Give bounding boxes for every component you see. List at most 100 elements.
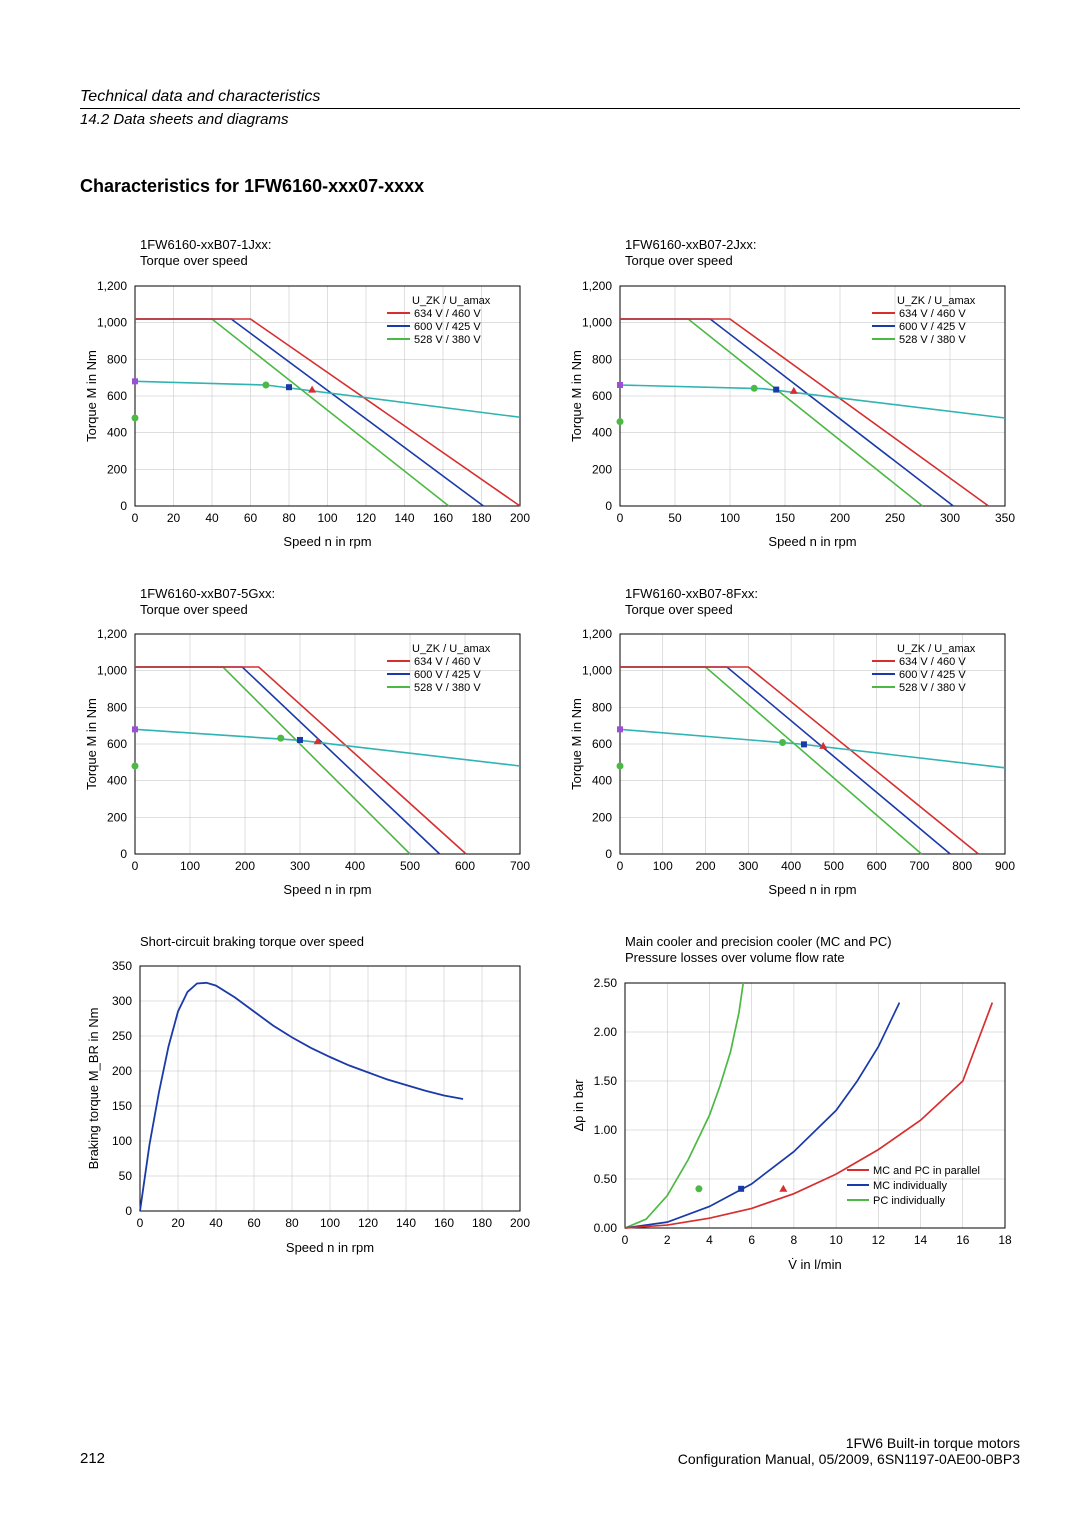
svg-text:140: 140 <box>394 511 414 525</box>
svg-text:Torque M in Nm: Torque M in Nm <box>569 698 584 790</box>
svg-text:600 V / 425 V: 600 V / 425 V <box>899 669 966 681</box>
svg-text:200: 200 <box>107 810 127 824</box>
svg-text:250: 250 <box>885 511 905 525</box>
svg-text:Speed n in rpm: Speed n in rpm <box>286 1240 374 1255</box>
svg-text:500: 500 <box>824 859 844 873</box>
svg-text:20: 20 <box>171 1216 185 1230</box>
svg-text:Torque M in Nm: Torque M in Nm <box>84 698 99 790</box>
header-subsection: 14.2 Data sheets and diagrams <box>80 111 1020 128</box>
chart6-title: Main cooler and precision cooler (MC and… <box>625 934 1020 967</box>
charts-grid: 1FW6160-xxB07-1Jxx:Torque over speed 020… <box>80 237 1020 1283</box>
svg-text:PC individually: PC individually <box>873 1195 946 1207</box>
chart-6: Main cooler and precision cooler (MC and… <box>565 934 1020 1283</box>
svg-text:400: 400 <box>107 774 127 788</box>
svg-text:300: 300 <box>940 511 960 525</box>
header-section: Technical data and characteristics <box>80 88 1020 109</box>
svg-text:180: 180 <box>472 1216 492 1230</box>
svg-text:50: 50 <box>668 511 682 525</box>
page-title: Characteristics for 1FW6160-xxx07-xxxx <box>80 176 1020 197</box>
svg-text:1,000: 1,000 <box>97 315 127 329</box>
svg-text:1,200: 1,200 <box>582 279 612 293</box>
svg-text:200: 200 <box>592 810 612 824</box>
svg-text:300: 300 <box>290 859 310 873</box>
svg-text:0: 0 <box>125 1204 132 1218</box>
svg-text:160: 160 <box>433 511 453 525</box>
svg-text:100: 100 <box>720 511 740 525</box>
svg-text:250: 250 <box>112 1029 132 1043</box>
svg-text:150: 150 <box>112 1099 132 1113</box>
svg-text:1,200: 1,200 <box>582 627 612 641</box>
svg-text:0.00: 0.00 <box>594 1221 618 1235</box>
svg-text:200: 200 <box>235 859 255 873</box>
svg-text:12: 12 <box>872 1233 886 1247</box>
svg-text:10: 10 <box>829 1233 843 1247</box>
svg-text:Δp in bar: Δp in bar <box>571 1078 586 1131</box>
chart-5: Short-circuit braking torque over speed … <box>80 934 535 1283</box>
svg-text:400: 400 <box>592 425 612 439</box>
svg-text:600: 600 <box>592 737 612 751</box>
svg-text:800: 800 <box>592 352 612 366</box>
svg-text:2.50: 2.50 <box>594 976 618 990</box>
chart5-title: Short-circuit braking torque over speed <box>140 934 535 950</box>
chart3-title: 1FW6160-xxB07-5Gxx:Torque over speed <box>140 586 535 619</box>
svg-text:4: 4 <box>706 1233 713 1247</box>
svg-text:Braking torque M_BR in Nm: Braking torque M_BR in Nm <box>86 1008 101 1170</box>
svg-text:150: 150 <box>775 511 795 525</box>
svg-text:700: 700 <box>510 859 530 873</box>
svg-text:2.00: 2.00 <box>594 1025 618 1039</box>
svg-text:200: 200 <box>592 462 612 476</box>
svg-text:400: 400 <box>107 425 127 439</box>
svg-text:600: 600 <box>592 389 612 403</box>
svg-text:U_ZK / U_amax: U_ZK / U_amax <box>412 643 491 655</box>
svg-text:MC and PC in parallel: MC and PC in parallel <box>873 1165 980 1177</box>
footer-line2: Configuration Manual, 05/2009, 6SN1197-0… <box>80 1451 1020 1467</box>
svg-text:0: 0 <box>605 847 612 861</box>
svg-text:528 V / 380 V: 528 V / 380 V <box>899 334 966 346</box>
svg-text:8: 8 <box>791 1233 798 1247</box>
svg-text:400: 400 <box>781 859 801 873</box>
svg-text:U_ZK / U_amax: U_ZK / U_amax <box>897 643 976 655</box>
svg-text:14: 14 <box>914 1233 928 1247</box>
chart-3: 1FW6160-xxB07-5Gxx:Torque over speed 0 10… <box>80 586 535 905</box>
svg-text:600 V / 425 V: 600 V / 425 V <box>899 321 966 333</box>
svg-text:528 V / 380 V: 528 V / 380 V <box>899 682 966 694</box>
svg-text:2: 2 <box>664 1233 671 1247</box>
svg-text:200: 200 <box>107 462 127 476</box>
svg-text:Torque M in Nm: Torque M in Nm <box>569 350 584 442</box>
svg-text:0.50: 0.50 <box>594 1172 618 1186</box>
svg-text:400: 400 <box>345 859 365 873</box>
svg-text:800: 800 <box>107 700 127 714</box>
svg-text:800: 800 <box>952 859 972 873</box>
svg-text:0: 0 <box>132 859 139 873</box>
svg-text:0: 0 <box>120 847 127 861</box>
chart2-title: 1FW6160-xxB07-2Jxx:Torque over speed <box>625 237 1020 270</box>
chart-1: 1FW6160-xxB07-1Jxx:Torque over speed 020… <box>80 237 535 556</box>
svg-text:300: 300 <box>738 859 758 873</box>
svg-text:634 V / 460 V: 634 V / 460 V <box>899 656 966 668</box>
svg-text:MC individually: MC individually <box>873 1180 947 1192</box>
svg-text:160: 160 <box>434 1216 454 1230</box>
svg-text:0: 0 <box>622 1233 629 1247</box>
svg-text:1,000: 1,000 <box>582 315 612 329</box>
svg-text:100: 100 <box>320 1216 340 1230</box>
svg-text:0: 0 <box>617 859 624 873</box>
svg-text:6: 6 <box>748 1233 755 1247</box>
chart-4: 1FW6160-xxB07-8Fxx:Torque over speed 010… <box>565 586 1020 905</box>
svg-text:80: 80 <box>285 1216 299 1230</box>
svg-text:200: 200 <box>112 1064 132 1078</box>
svg-text:400: 400 <box>592 774 612 788</box>
page-number: 212 <box>80 1450 105 1467</box>
svg-text:Speed n in rpm: Speed n in rpm <box>283 534 371 549</box>
svg-text:Speed n in rpm: Speed n in rpm <box>283 882 371 897</box>
svg-text:0: 0 <box>617 511 624 525</box>
chart-2: 1FW6160-xxB07-2Jxx:Torque over speed 0 50… <box>565 237 1020 556</box>
svg-text:80: 80 <box>282 511 296 525</box>
svg-text:40: 40 <box>205 511 219 525</box>
svg-text:120: 120 <box>358 1216 378 1230</box>
svg-text:100: 100 <box>180 859 200 873</box>
svg-text:50: 50 <box>119 1169 133 1183</box>
svg-text:20: 20 <box>167 511 181 525</box>
svg-text:600: 600 <box>867 859 887 873</box>
svg-text:200: 200 <box>696 859 716 873</box>
chart4-title: 1FW6160-xxB07-8Fxx:Torque over speed <box>625 586 1020 619</box>
